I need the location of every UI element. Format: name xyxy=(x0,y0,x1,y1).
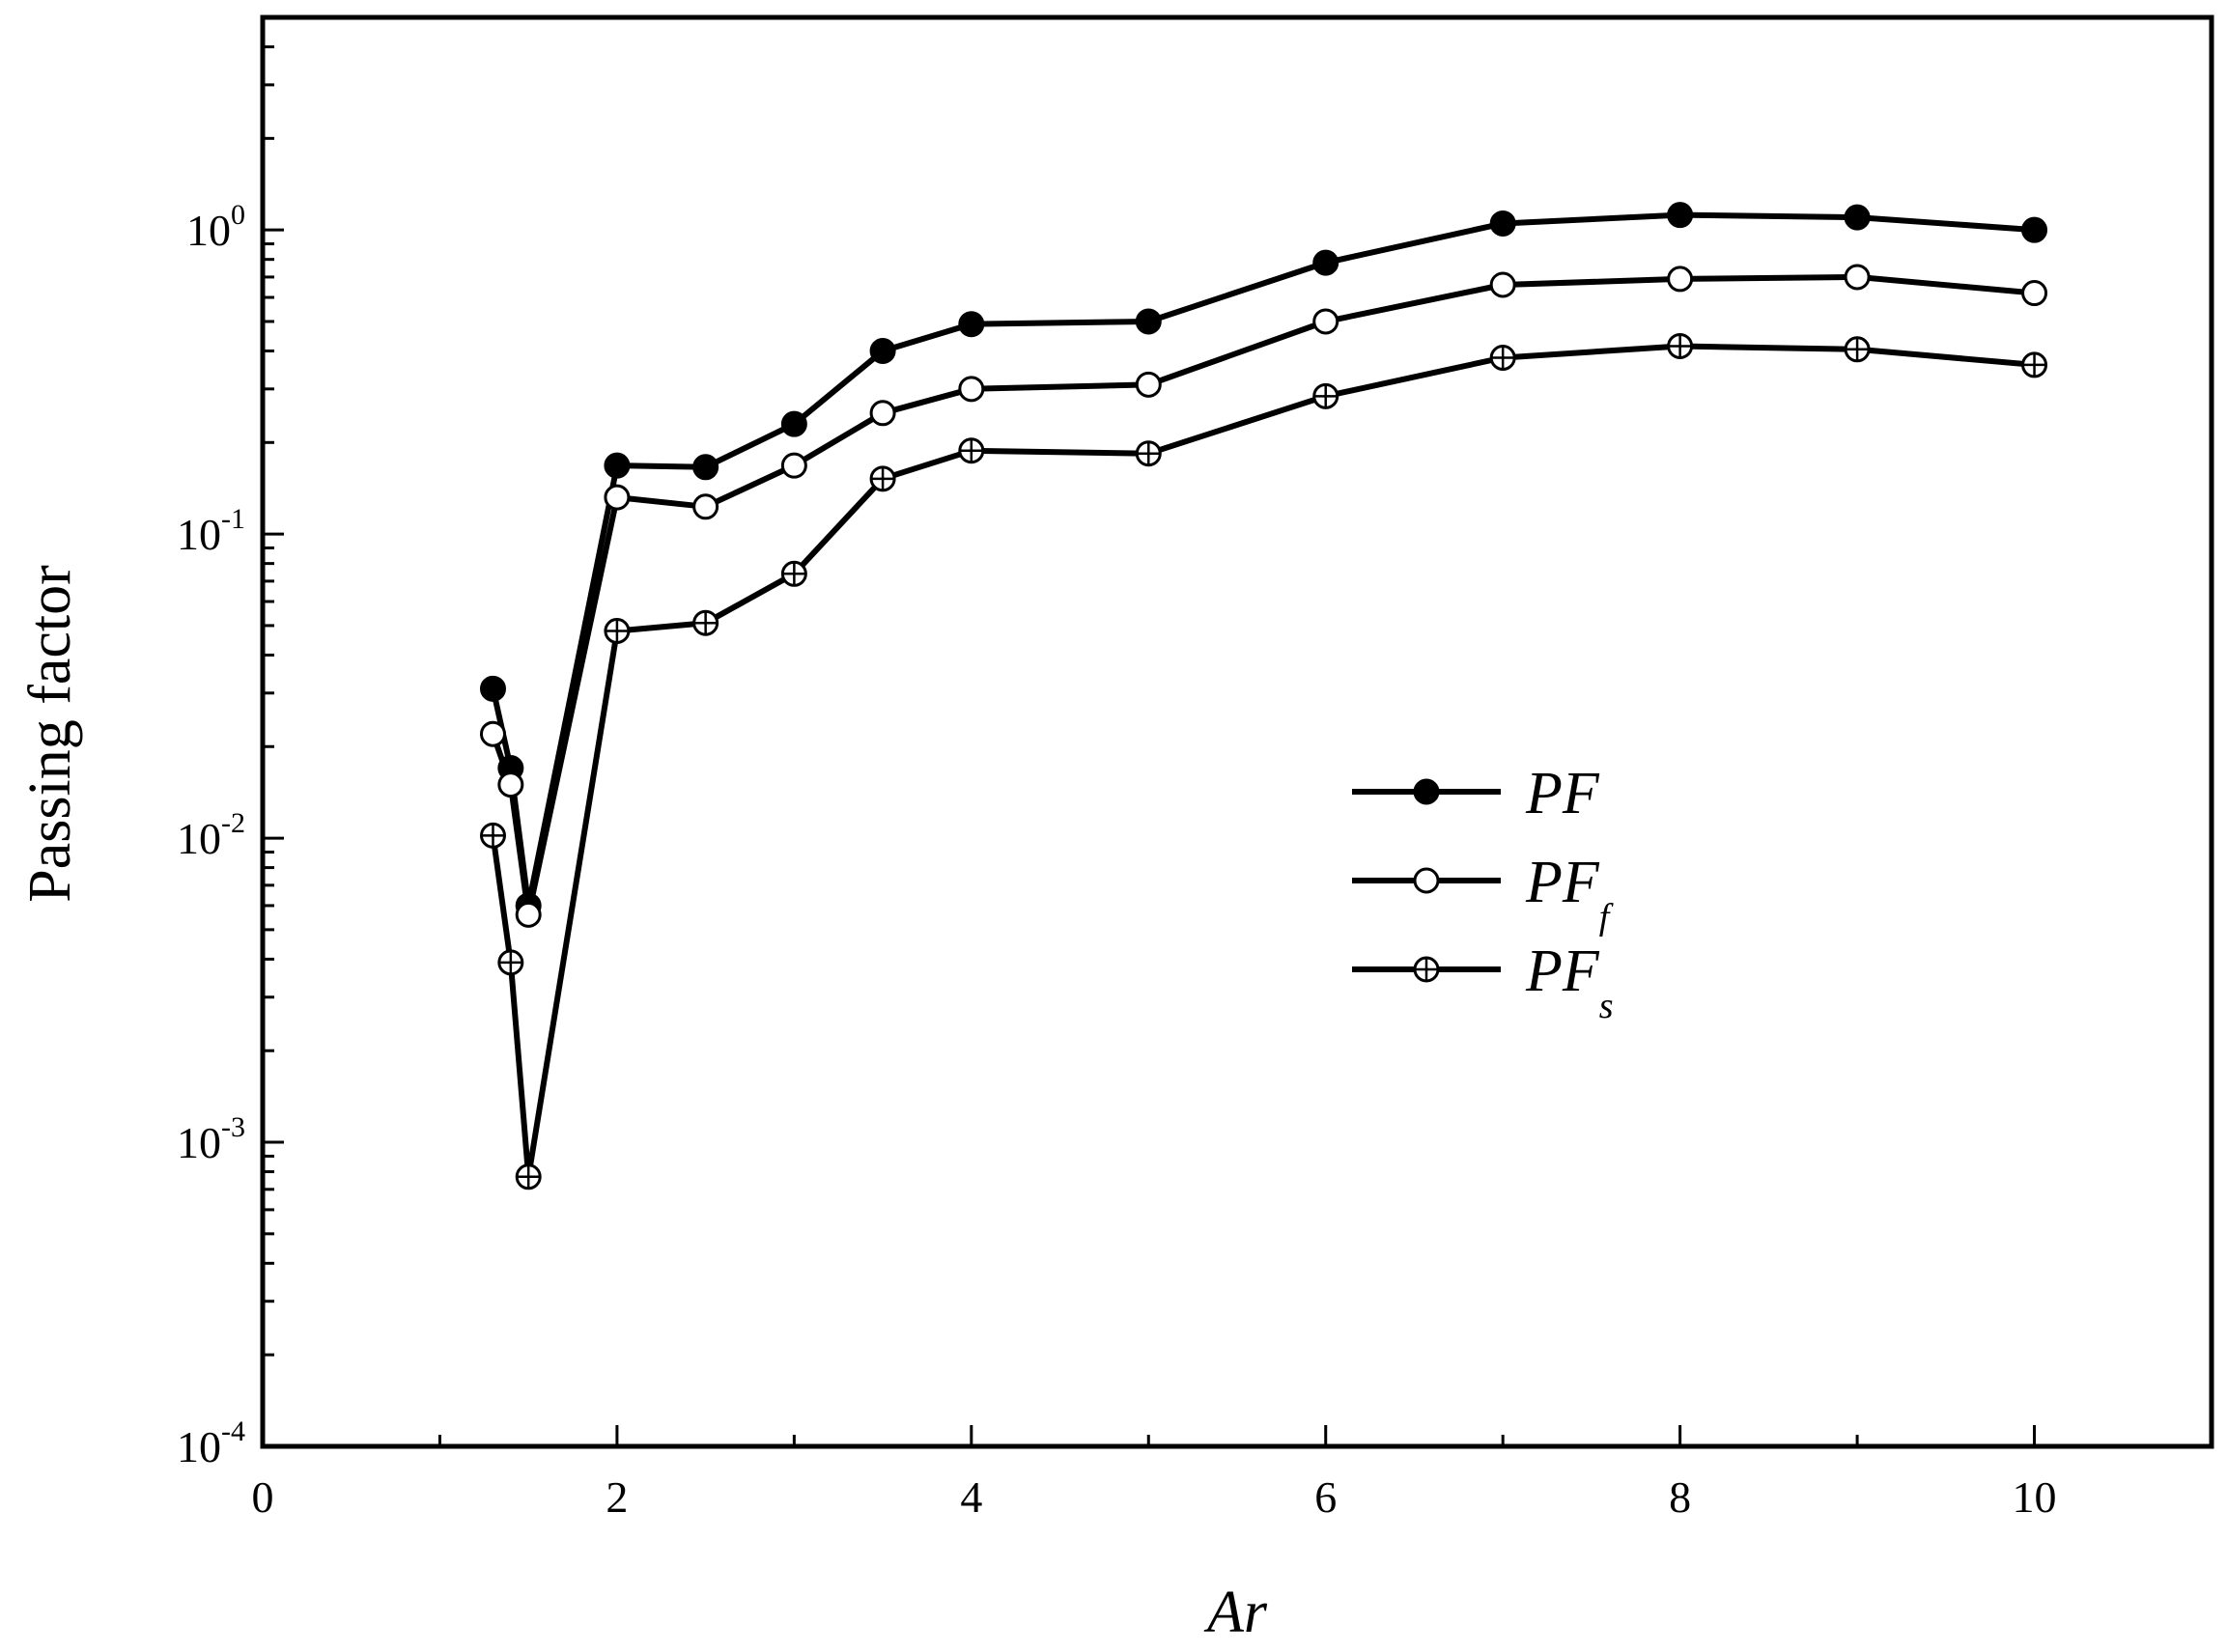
legend-label: PFf xyxy=(1525,850,1614,938)
legend-label: PFs xyxy=(1525,938,1614,1026)
legend-item-pf_f: PFf xyxy=(1352,850,1614,938)
x-tick-label: 6 xyxy=(1314,1472,1337,1522)
x-tick-label: 0 xyxy=(252,1472,274,1522)
y-axis-title: Passing factor xyxy=(17,565,83,903)
y-tick-label: 100 xyxy=(186,199,245,255)
data-point-pf xyxy=(1667,202,1694,229)
data-point-pf xyxy=(1489,210,1516,237)
series-line-pf xyxy=(490,211,2035,909)
plot-frame xyxy=(260,14,2214,1449)
x-tick-label: 8 xyxy=(1669,1472,1691,1522)
data-point-pf_f xyxy=(958,376,985,403)
legend-marker xyxy=(1413,867,1440,894)
data-point-pf_s xyxy=(780,560,807,587)
data-point-pf_s xyxy=(479,822,506,849)
data-point-pf_f xyxy=(497,771,524,798)
legend-marker xyxy=(1413,956,1440,983)
data-point-pf xyxy=(2021,216,2048,243)
data-point-pf_s xyxy=(692,609,719,636)
legend-item-pf: PF xyxy=(1352,761,1600,826)
data-point-pf_s xyxy=(1135,440,1162,467)
data-point-pf_f xyxy=(1312,308,1339,335)
y-tick-label: 10-2 xyxy=(177,807,245,863)
data-point-pf_s xyxy=(515,1163,542,1190)
x-tick-label: 2 xyxy=(606,1472,628,1522)
data-point-pf xyxy=(1135,308,1162,335)
series-pf_s xyxy=(479,332,2048,1190)
y-tick-label: 10-1 xyxy=(177,503,245,559)
data-point-pf_s xyxy=(869,465,896,492)
data-point-pf_f xyxy=(2021,280,2048,307)
data-point-pf xyxy=(692,454,719,481)
data-point-pf_f xyxy=(515,901,542,928)
data-point-pf_s xyxy=(1844,336,1871,363)
data-point-pf_f xyxy=(780,452,807,479)
plot-area xyxy=(260,14,2214,1449)
data-point-pf xyxy=(479,675,506,702)
data-point-pf_f xyxy=(479,720,506,747)
data-point-pf_s xyxy=(2021,351,2048,378)
x-tick-label: 4 xyxy=(960,1472,982,1522)
series-line-pf_s xyxy=(490,343,2035,1180)
data-point-pf_f xyxy=(1489,271,1516,298)
legend-label: PF xyxy=(1525,761,1600,826)
data-point-pf_f xyxy=(692,493,719,520)
data-point-pf_s xyxy=(958,437,985,464)
data-point-pf xyxy=(604,452,631,479)
data-point-pf_f xyxy=(1844,264,1871,291)
data-point-pf_f xyxy=(604,484,631,511)
legend-marker xyxy=(1413,778,1440,805)
series-pf_f xyxy=(479,264,2048,928)
data-point-pf_s xyxy=(1489,345,1516,372)
data-point-pf_f xyxy=(1667,266,1694,293)
data-point-pf_s xyxy=(1312,382,1339,409)
data-point-pf xyxy=(958,311,985,338)
series-layer xyxy=(479,202,2048,1190)
y-axis: 10-4 10-3 10-2 10-1 100 xyxy=(177,15,284,1471)
series-pf xyxy=(479,202,2048,919)
x-axis: 0 2 4 6 8 10 xyxy=(252,1425,2213,1522)
data-point-pf_f xyxy=(1135,371,1162,398)
data-point-pf_s xyxy=(1667,332,1694,359)
series-line-pf_f xyxy=(490,273,2035,918)
legend-item-pf_s: PFs xyxy=(1352,938,1614,1026)
data-point-pf xyxy=(1312,249,1339,276)
x-tick-label: 10 xyxy=(2013,1472,2057,1522)
data-point-pf xyxy=(780,410,807,437)
data-point-pf xyxy=(1844,204,1871,231)
data-point-pf xyxy=(869,337,896,364)
data-point-pf_s xyxy=(604,618,631,645)
x-axis-title: Ar xyxy=(1203,1580,1268,1645)
data-point-pf_f xyxy=(869,400,896,427)
y-tick-label: 10-4 xyxy=(177,1415,245,1471)
data-point-pf_s xyxy=(497,949,524,976)
y-tick-label: 10-3 xyxy=(177,1111,245,1167)
